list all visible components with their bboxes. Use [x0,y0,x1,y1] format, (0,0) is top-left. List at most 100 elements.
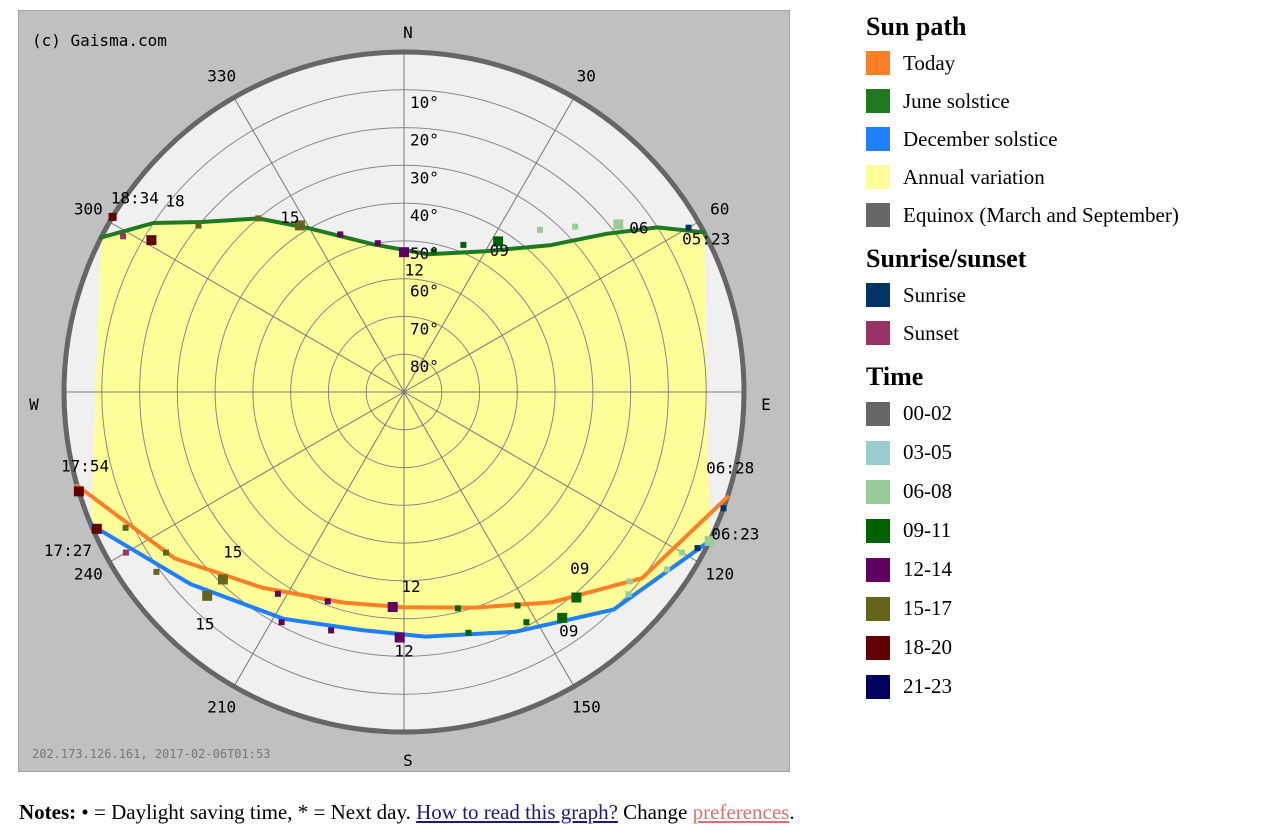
hour-marker [537,226,543,233]
hour-marker [493,236,504,247]
legend-swatch [866,51,890,75]
azimuth-label: 300 [74,200,103,219]
azimuth-spoke [403,391,575,687]
legend-label: June solstice [903,88,1010,113]
altitude-label: 30° [410,168,439,187]
time-annotation: 12 [394,641,413,660]
time-annotation: 15 [195,614,214,633]
legend-sun-path-title: Sun path [866,12,967,41]
time-annotation: 17:54 [61,457,109,476]
legend-swatch [866,557,890,582]
azimuth-spoke [233,97,405,393]
azimuth-label: 60 [710,200,729,219]
hour-marker [163,549,169,556]
legend-label: 12-14 [903,557,952,581]
legend-item-sunset: Sunset [866,314,1281,352]
legend-item-time: 03-05 [866,433,1281,472]
hour-marker [122,549,129,556]
hour-marker [571,592,582,603]
hour-marker [720,505,727,512]
legend-item-time: 09-11 [866,511,1281,550]
hour-marker [91,523,102,534]
altitude-label: 80° [410,357,439,376]
hour-marker [394,632,405,643]
hour-marker [679,549,686,556]
cardinal-w: W [29,395,39,414]
notes-text-3: . [789,800,795,824]
legend-swatch [866,283,890,307]
cardinal-e: E [761,395,771,414]
hour-marker [153,568,160,575]
azimuth-spoke [109,391,405,563]
legend-swatch [866,635,890,660]
legend-sun-path: Sun path Today June solstice December so… [866,12,1281,234]
time-annotation: 05:23 [682,230,730,249]
azimuth-label: 210 [207,698,236,717]
hour-marker [108,212,117,221]
hour-marker [613,219,624,230]
legend-swatch [866,518,890,543]
legend-sunrise-sunset-title: Sunrise/sunset [866,244,1027,273]
notes-text-2: Change [617,800,693,824]
time-annotation: 18:34 [111,189,159,208]
hour-marker [324,598,331,605]
hour-marker [685,224,692,231]
time-annotation: 06:23 [711,525,759,544]
legend-swatch [866,479,890,504]
altitude-label: 20° [410,131,439,150]
hour-marker [514,602,521,609]
altitude-label: 40° [410,206,439,225]
legend-label: Sunrise [903,282,966,307]
legend-item-sunrise: Sunrise [866,276,1281,314]
azimuth-spoke [403,391,699,563]
legend-swatch [866,596,890,621]
hour-marker [120,233,127,240]
legend-item-today: Today [866,44,1281,82]
legend-label: Annual variation [903,164,1045,189]
legend-label: 03-05 [903,440,952,464]
legend-time-title: Time [866,362,924,391]
footer-stamp: 202.173.126.161, 2017-02-06T01:53 [32,747,270,761]
legend-swatch [866,127,890,151]
annual-variation-band [91,218,710,637]
legend-label: Sunset [903,320,960,345]
notes-text-1: • = Daylight saving time, * = Next day. [76,800,417,824]
time-annotation: 17:27 [44,541,92,560]
preferences-link[interactable]: preferences [692,800,790,824]
hour-marker [274,590,281,597]
hour-marker [465,629,472,636]
hour-marker [430,248,437,255]
legend-time: Time 00-02 03-05 06-08 09-11 12-14 15-17… [866,362,1281,706]
azimuth-spoke [403,221,699,393]
hour-marker [704,536,715,546]
hour-marker [374,240,381,247]
legend-swatch [866,321,890,345]
azimuth-spoke [233,391,405,687]
azimuth-spoke [109,221,405,393]
how-to-read-link[interactable]: How to read this graph? [416,800,618,824]
hour-marker [387,602,398,612]
notes-label: Notes: [19,800,77,824]
legend-item-time: 18-20 [866,628,1281,667]
legend-item-june-solstice: June solstice [866,82,1281,120]
hour-marker [454,605,461,612]
legend-item-time: 15-17 [866,589,1281,628]
legend-label: 15-17 [903,596,952,620]
series-line-december-solstice [89,522,712,639]
legend-item-december-solstice: December solstice [866,120,1281,158]
legend-item-equinox: Equinox (March and September) [866,196,1281,234]
legend-label: 21-23 [903,674,952,698]
azimuth-label: 120 [705,564,734,583]
hour-marker [146,235,157,246]
azimuth-label: 240 [74,564,103,583]
legend-label: 06-08 [903,479,952,503]
hour-marker [694,545,701,552]
legend-swatch [866,674,890,699]
hour-marker [399,247,409,258]
altitude-label: 70° [410,319,439,338]
legend-swatch [866,401,890,426]
hour-marker [460,241,467,248]
legend-label: Today [903,50,956,75]
sun-path-chart: N S W E 30 60 120 150 210 240 300 330 10° 20° 30° 40° 50… [18,10,790,772]
time-annotation: 09 [490,241,509,260]
